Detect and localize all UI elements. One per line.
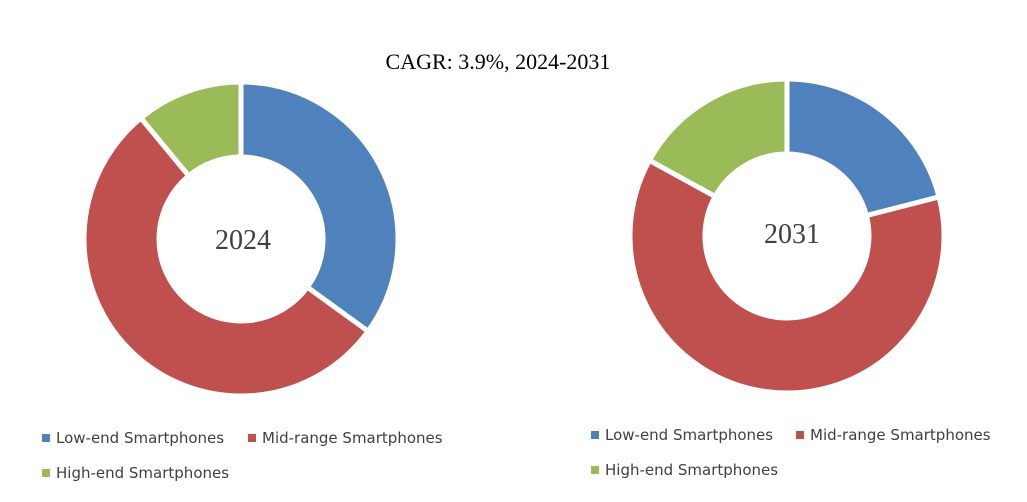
legend-swatch-low-end — [42, 434, 50, 442]
legend-swatch-mid-range — [796, 431, 804, 439]
legend-label: High-end Smartphones — [56, 464, 230, 482]
donut-slice-low-end-2031 — [784, 76, 943, 219]
legend-swatch-low-end — [591, 431, 599, 439]
legend-item-low-end: Low-end Smartphones — [591, 426, 773, 444]
legend-label: Mid-range Smartphones — [810, 426, 991, 444]
donut-chart-2031 — [627, 76, 947, 396]
legend-label: Low-end Smartphones — [56, 429, 225, 447]
donut-center-label-2024: 2024 — [215, 225, 271, 256]
chart-title: CAGR: 3.9%, 2024-2031 — [386, 49, 611, 74]
legend-label: High-end Smartphones — [605, 461, 779, 479]
donut-slice-mid-range-2024 — [81, 114, 372, 399]
donut-chart-2024 — [81, 79, 401, 399]
donut-slice-high-end-2031 — [646, 76, 790, 200]
legend-swatch-high-end — [591, 466, 599, 474]
legend-item-high-end: High-end Smartphones — [591, 461, 778, 479]
donut-slice-mid-range-2031 — [627, 156, 947, 396]
legend-item-mid-range: Mid-range Smartphones — [248, 429, 443, 447]
legend-swatch-high-end — [42, 469, 50, 477]
donut-slice-low-end-2024 — [238, 79, 401, 335]
legend-label: Low-end Smartphones — [605, 426, 774, 444]
donut-center-label-2031: 2031 — [764, 219, 820, 250]
legend-item-low-end: Low-end Smartphones — [42, 429, 224, 447]
legend-label: Mid-range Smartphones — [262, 429, 443, 447]
donut-slice-high-end-2024 — [137, 79, 244, 180]
legend-item-high-end: High-end Smartphones — [42, 464, 229, 482]
legend-item-mid-range: Mid-range Smartphones — [796, 426, 991, 444]
legend-swatch-mid-range — [248, 434, 256, 442]
